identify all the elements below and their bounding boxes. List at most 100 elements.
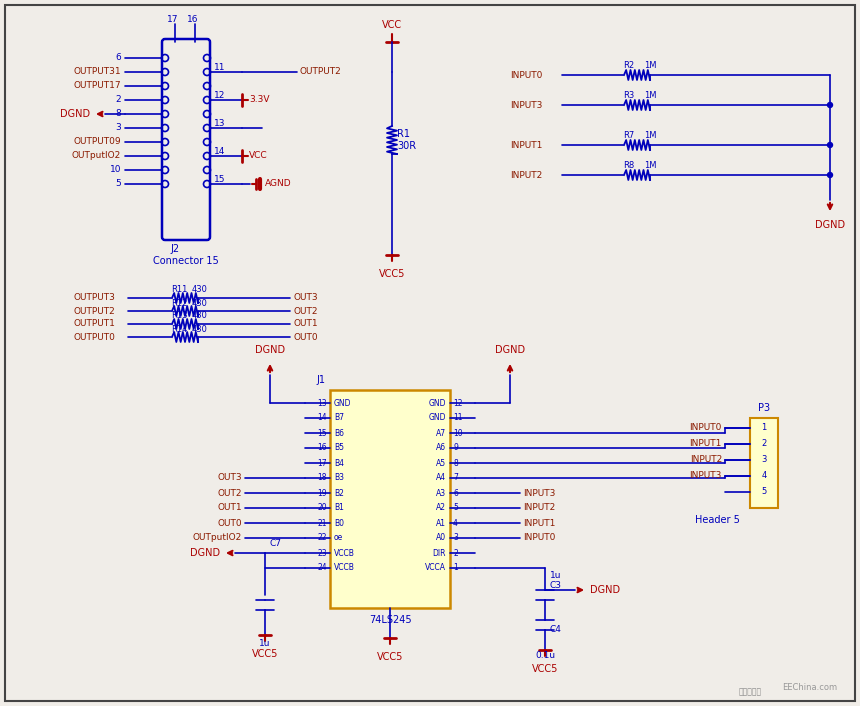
Text: 430: 430 [192, 311, 208, 321]
Text: 1M: 1M [644, 92, 656, 100]
Text: 5: 5 [761, 488, 766, 496]
Text: INPUT2: INPUT2 [523, 503, 556, 513]
Text: OUT1: OUT1 [218, 503, 242, 513]
Text: INPUT1: INPUT1 [523, 518, 556, 527]
Text: OUTPUT2: OUTPUT2 [73, 306, 114, 316]
Text: 14: 14 [317, 414, 327, 422]
Text: B2: B2 [334, 489, 344, 498]
Text: 15: 15 [214, 174, 225, 184]
Text: 1u: 1u [259, 638, 271, 647]
Text: 9: 9 [453, 443, 458, 453]
Text: OUTPUT1: OUTPUT1 [73, 320, 115, 328]
Text: A4: A4 [436, 474, 446, 482]
Text: J2: J2 [170, 244, 179, 254]
Text: 4: 4 [453, 518, 458, 527]
Text: 电子发烧友: 电子发烧友 [739, 688, 762, 697]
Text: DGND: DGND [190, 548, 220, 558]
Text: 10: 10 [109, 165, 121, 174]
Text: DGND: DGND [815, 220, 845, 230]
Text: R8: R8 [623, 162, 635, 171]
Text: VCC5: VCC5 [531, 664, 558, 674]
Text: VCCA: VCCA [425, 563, 446, 573]
Text: 20: 20 [317, 503, 327, 513]
Text: R13: R13 [171, 311, 187, 321]
Text: 1: 1 [453, 563, 458, 573]
Text: 1: 1 [761, 424, 766, 433]
Text: 11: 11 [453, 414, 463, 422]
Text: 3: 3 [115, 124, 121, 133]
Text: 74LS245: 74LS245 [369, 615, 411, 625]
Text: 5: 5 [115, 179, 121, 189]
Text: VCC: VCC [382, 20, 402, 30]
Text: C3: C3 [550, 580, 562, 590]
Text: 430: 430 [192, 325, 208, 333]
Text: 2: 2 [115, 95, 121, 104]
Text: 1M: 1M [644, 131, 656, 140]
Text: INPUT0: INPUT0 [510, 71, 543, 80]
Text: 2: 2 [761, 440, 766, 448]
Text: EEChina.com: EEChina.com [783, 683, 838, 693]
Text: OUTPUT3: OUTPUT3 [73, 294, 115, 302]
Circle shape [827, 172, 832, 177]
Text: OUTputIO2: OUTputIO2 [71, 152, 121, 160]
Text: 22: 22 [317, 534, 327, 542]
Text: 1u: 1u [550, 570, 562, 580]
Text: 17: 17 [167, 16, 179, 25]
Text: OUTputIO2: OUTputIO2 [193, 534, 242, 542]
Text: J1: J1 [316, 375, 325, 385]
Text: 1M: 1M [644, 61, 656, 71]
Text: 21: 21 [317, 518, 327, 527]
Text: B7: B7 [334, 414, 344, 422]
Text: A2: A2 [436, 503, 446, 513]
Text: VCC5: VCC5 [377, 652, 403, 662]
Text: A0: A0 [436, 534, 446, 542]
Text: VCC5: VCC5 [378, 269, 405, 279]
Text: VCCB: VCCB [334, 549, 355, 558]
Text: 23: 23 [317, 549, 327, 558]
Text: OUTPUT31: OUTPUT31 [73, 68, 121, 76]
Text: OUTPUT2: OUTPUT2 [300, 68, 341, 76]
Text: 6: 6 [115, 54, 121, 63]
Text: OUT2: OUT2 [218, 489, 242, 498]
Text: 1M: 1M [644, 162, 656, 171]
Text: OUT3: OUT3 [218, 474, 242, 482]
Text: 4: 4 [761, 472, 766, 481]
Text: Header 5: Header 5 [695, 515, 740, 525]
Text: R1: R1 [397, 129, 410, 139]
Text: INPUT2: INPUT2 [690, 455, 722, 465]
Text: DGND: DGND [590, 585, 620, 595]
Text: 13: 13 [317, 398, 327, 407]
Text: A7: A7 [436, 429, 446, 438]
Text: VCC5: VCC5 [252, 649, 278, 659]
Text: 7: 7 [453, 474, 458, 482]
Circle shape [827, 143, 832, 148]
Text: B1: B1 [334, 503, 344, 513]
Text: 6: 6 [453, 489, 458, 498]
Text: B5: B5 [334, 443, 344, 453]
Text: 430: 430 [192, 285, 208, 294]
Text: A6: A6 [436, 443, 446, 453]
Text: OUTPUT0: OUTPUT0 [73, 333, 115, 342]
Text: DIR: DIR [433, 549, 446, 558]
Text: INPUT1: INPUT1 [690, 440, 722, 448]
Text: 8: 8 [453, 458, 458, 467]
Text: OUT0: OUT0 [293, 333, 317, 342]
Text: OUTPUT17: OUTPUT17 [73, 81, 121, 90]
Text: A3: A3 [436, 489, 446, 498]
Text: R11: R11 [171, 285, 187, 294]
Text: OUT1: OUT1 [293, 320, 317, 328]
Text: INPUT0: INPUT0 [690, 424, 722, 433]
Bar [330, 390, 450, 608]
Text: VCC: VCC [249, 152, 267, 160]
Text: VCCB: VCCB [334, 563, 355, 573]
Text: 17: 17 [317, 458, 327, 467]
Text: R2: R2 [623, 61, 634, 71]
Text: B4: B4 [334, 458, 344, 467]
Text: GND: GND [334, 398, 352, 407]
Text: R12: R12 [171, 299, 187, 308]
Text: OUT0: OUT0 [218, 518, 242, 527]
Text: DGND: DGND [495, 345, 525, 355]
Circle shape [827, 102, 832, 107]
Text: DGND: DGND [60, 109, 90, 119]
Text: OUT2: OUT2 [293, 306, 317, 316]
